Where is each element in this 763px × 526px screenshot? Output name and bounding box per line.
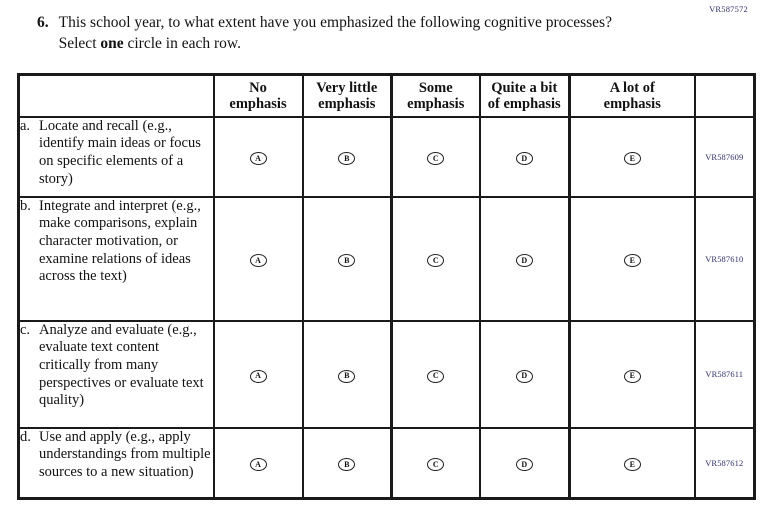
row-c-option-C-circle[interactable]: C <box>427 369 445 383</box>
row-letter-d: d. <box>20 428 31 445</box>
row-a-option-E-circle[interactable]: E <box>623 152 641 165</box>
row-d-code: VR587612 <box>693 426 756 500</box>
row-d-option-A-circle[interactable]: A <box>249 458 267 472</box>
row-b-code: VR587610 <box>693 195 756 322</box>
cell-d-a-lot: E <box>568 426 696 500</box>
row-label-c: c. Analyze and evaluate (e.g., evaluate … <box>17 319 215 429</box>
row-b-option-D-circle[interactable]: D <box>515 254 533 267</box>
row-letter-b: b. <box>20 197 31 214</box>
question-text-start: This school year, to what extent have yo… <box>58 14 612 52</box>
question-text-end: circle in each row. <box>123 34 241 52</box>
row-label-a: a. Locate and recall (e.g., identify mai… <box>17 115 215 198</box>
cell-b-no-emphasis: A <box>212 195 304 322</box>
table-row-c: c. Analyze and evaluate (e.g., evaluate … <box>17 319 756 429</box>
column-header-empty <box>17 73 215 118</box>
row-d-option-B-circle[interactable]: B <box>338 458 356 472</box>
cell-c-no-emphasis: A <box>212 319 304 429</box>
cell-b-some: C <box>390 195 481 322</box>
row-letter-a: a. <box>20 117 31 134</box>
row-c-option-D-circle[interactable]: D <box>515 369 533 383</box>
row-c-code: VR587611 <box>693 319 756 429</box>
cell-a-no-emphasis: A <box>212 115 304 198</box>
column-header-no-emphasis: No emphasis <box>212 73 304 118</box>
column-header-very-little-emphasis: Very little emphasis <box>301 73 393 118</box>
cell-a-quite-a-bit: D <box>478 115 571 198</box>
row-b-option-A-circle[interactable]: A <box>249 254 267 267</box>
cell-b-a-lot: E <box>568 195 696 322</box>
cell-a-a-lot: E <box>568 115 696 198</box>
row-label-text-c: Analyze and evaluate (e.g., evaluate tex… <box>39 321 204 409</box>
row-b-option-C-circle[interactable]: C <box>427 254 445 267</box>
row-a-option-D-circle[interactable]: D <box>515 152 533 165</box>
row-label-text-d: Use and apply (e.g., apply understanding… <box>39 428 211 480</box>
cell-b-very-little: B <box>301 195 393 322</box>
header-row: No emphasis Very little emphasis Some em… <box>17 73 756 118</box>
row-a-option-A-circle[interactable]: A <box>249 152 267 165</box>
cell-d-quite-a-bit: D <box>478 426 571 500</box>
row-letter-c: c. <box>20 321 31 338</box>
emphasis-table: No emphasis Very little emphasis Some em… <box>17 73 756 500</box>
cell-c-a-lot: E <box>568 319 696 429</box>
row-d-option-D-circle[interactable]: D <box>515 458 533 472</box>
row-c-option-B-circle[interactable]: B <box>338 369 356 383</box>
row-b-option-E-circle[interactable]: E <box>623 254 641 267</box>
cell-a-very-little: B <box>301 115 393 198</box>
cell-d-no-emphasis: A <box>212 426 304 500</box>
table-row-d: d. Use and apply (e.g., apply understand… <box>17 426 756 500</box>
row-label-text-b: Integrate and interpret (e.g., make comp… <box>39 197 201 285</box>
row-c-option-E-circle[interactable]: E <box>623 369 641 383</box>
row-d-option-E-circle[interactable]: E <box>623 458 641 472</box>
row-d-option-C-circle[interactable]: C <box>427 458 445 472</box>
column-header-some-emphasis: Some emphasis <box>390 73 481 118</box>
row-a-option-C-circle[interactable]: C <box>427 152 445 165</box>
row-a-code: VR587609 <box>693 115 756 198</box>
cell-c-very-little: B <box>301 319 393 429</box>
row-label-text-a: Locate and recall (e.g., identify main i… <box>39 117 201 187</box>
row-b-option-B-circle[interactable]: B <box>338 254 356 267</box>
table-row-b: b. Integrate and interpret (e.g., make c… <box>17 195 756 322</box>
column-header-code <box>693 73 756 118</box>
cell-c-quite-a-bit: D <box>478 319 571 429</box>
question-text: This school year, to what extent have yo… <box>59 13 621 55</box>
table-row-a: a. Locate and recall (e.g., identify mai… <box>17 115 756 198</box>
cell-c-some: C <box>390 319 481 429</box>
row-c-option-A-circle[interactable]: A <box>249 369 267 383</box>
cell-d-very-little: B <box>301 426 393 500</box>
question-number: 6. <box>37 14 49 31</box>
cell-b-quite-a-bit: D <box>478 195 571 322</box>
question-block: 6. This school year, to what extent have… <box>37 13 621 55</box>
cell-a-some: C <box>390 115 481 198</box>
form-code-top-right: VR587572 <box>709 4 748 14</box>
question-bold-word: one <box>100 34 124 52</box>
row-label-b: b. Integrate and interpret (e.g., make c… <box>17 195 215 322</box>
row-a-option-B-circle[interactable]: B <box>338 152 356 165</box>
column-header-a-lot-of-emphasis: A lot of emphasis <box>568 73 696 118</box>
row-label-d: d. Use and apply (e.g., apply understand… <box>17 426 215 500</box>
column-header-quite-a-bit-emphasis: Quite a bit of emphasis <box>478 73 571 118</box>
cell-d-some: C <box>390 426 481 500</box>
